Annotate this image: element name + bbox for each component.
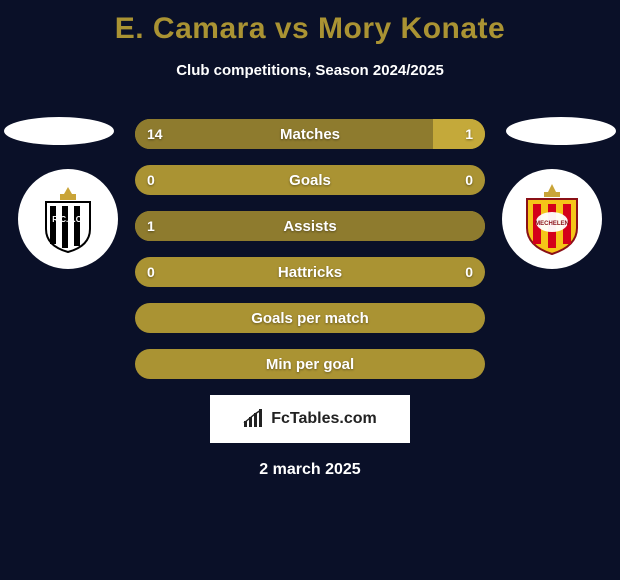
stat-bar-value-right: 0 bbox=[465, 172, 473, 188]
comparison-panel: R.C.S.C. MECHELEN Matches 14 1 Goals 0 0 Assis… bbox=[0, 119, 620, 479]
stat-bar: Assists 1 bbox=[135, 211, 485, 241]
stat-bar: Goals 0 0 bbox=[135, 165, 485, 195]
rcsc-crest-icon: R.C.S.C. bbox=[38, 184, 98, 254]
svg-text:R.C.S.C.: R.C.S.C. bbox=[52, 215, 84, 224]
stat-bar-label: Goals per match bbox=[251, 310, 369, 327]
stat-bar: Matches 14 1 bbox=[135, 119, 485, 149]
bar-chart-icon bbox=[243, 409, 265, 429]
player-photo-placeholder-left bbox=[4, 117, 114, 145]
stat-bar-value-right: 1 bbox=[465, 126, 473, 142]
snapshot-date: 2 march 2025 bbox=[0, 461, 620, 479]
stat-bars-container: Matches141Goals00Assists1Hattricks00Goal… bbox=[135, 119, 485, 379]
stat-bar-value-right: 0 bbox=[465, 264, 473, 280]
stat-bar-label: Min per goal bbox=[266, 356, 354, 373]
watermark-text: FcTables.com bbox=[271, 410, 377, 428]
club-badge-right: MECHELEN bbox=[502, 169, 602, 269]
stat-bar-value-left: 0 bbox=[147, 172, 155, 188]
stat-bar-value-left: 1 bbox=[147, 218, 155, 234]
stat-bar-value-left: 0 bbox=[147, 264, 155, 280]
stat-bar: Min per goal bbox=[135, 349, 485, 379]
watermark-badge: FcTables.com bbox=[210, 395, 410, 443]
stat-bar-label: Matches bbox=[280, 126, 340, 143]
stat-bar-fill-right bbox=[433, 119, 486, 149]
club-badge-left: R.C.S.C. bbox=[18, 169, 118, 269]
player-photo-placeholder-right bbox=[506, 117, 616, 145]
stat-bar-label: Hattricks bbox=[278, 264, 342, 281]
stat-bar-value-left: 14 bbox=[147, 126, 163, 142]
stat-bar-label: Goals bbox=[289, 172, 331, 189]
stat-bar: Hattricks 0 0 bbox=[135, 257, 485, 287]
svg-text:MECHELEN: MECHELEN bbox=[535, 221, 569, 227]
stat-bar: Goals per match bbox=[135, 303, 485, 333]
subtitle: Club competitions, Season 2024/2025 bbox=[0, 62, 620, 79]
mechelen-crest-icon: MECHELEN bbox=[521, 182, 583, 256]
page-title: E. Camara vs Mory Konate bbox=[0, 0, 620, 46]
stat-bar-label: Assists bbox=[283, 218, 336, 235]
